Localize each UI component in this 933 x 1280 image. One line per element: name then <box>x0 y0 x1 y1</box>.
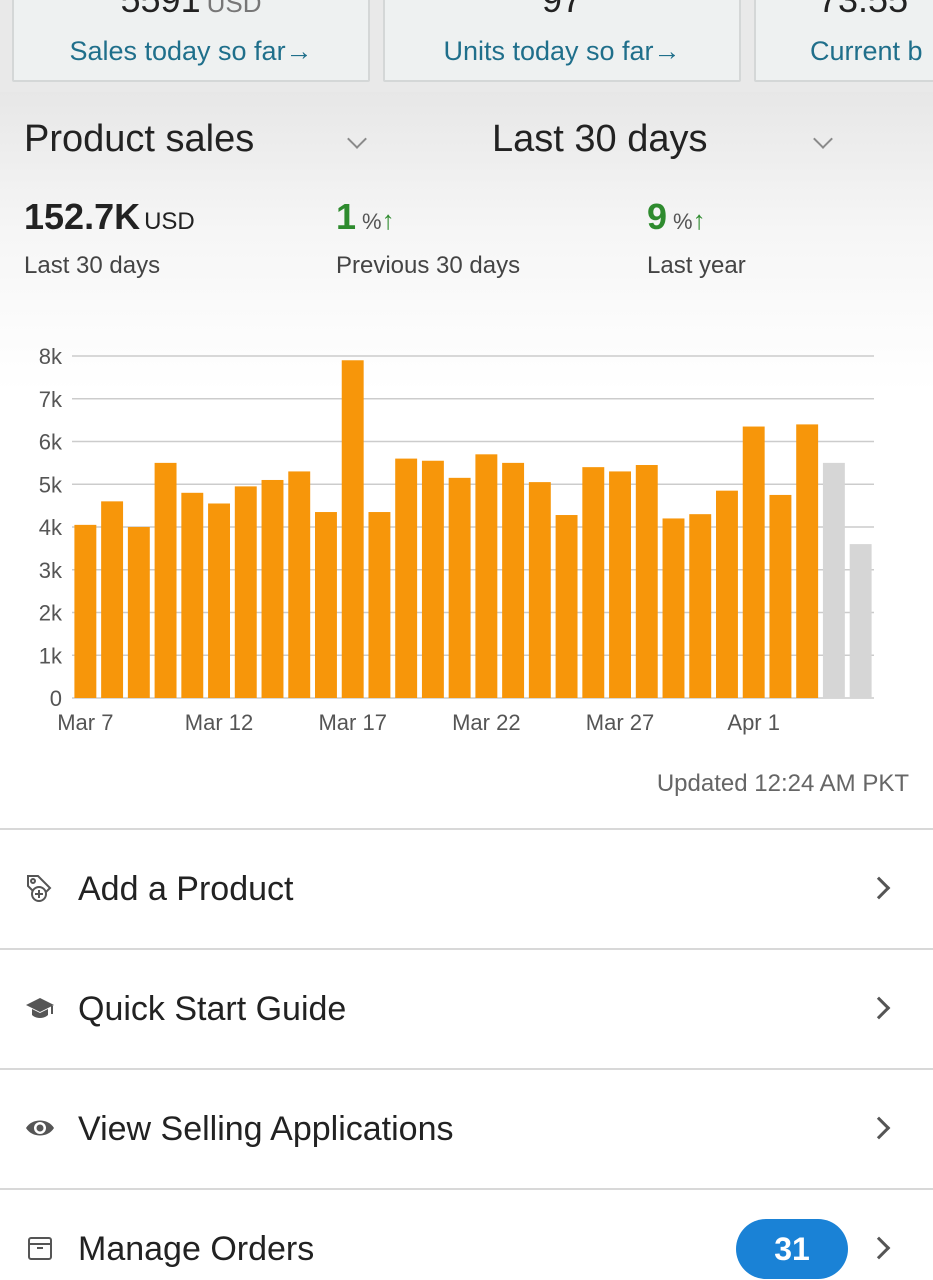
menu-item-label: Quick Start Guide <box>78 990 347 1028</box>
period-selector[interactable]: Last 30 days <box>492 118 708 160</box>
y-tick-label: 7k <box>39 387 63 412</box>
chart-bar <box>74 524 97 698</box>
last-year-label: Last year <box>647 252 746 279</box>
chart-bar <box>101 501 124 698</box>
y-tick-label: 4k <box>39 515 63 540</box>
total-sales-value: 152.7K <box>24 196 141 237</box>
menu-item-manage-orders[interactable]: Manage Orders 31 <box>0 1188 933 1280</box>
chart-bar <box>181 492 204 698</box>
previous-change-value: 1 <box>336 196 357 237</box>
units-today-card[interactable]: 97 Units today so far→ <box>383 0 741 82</box>
menu-item-label: View Selling Applications <box>78 1110 454 1148</box>
action-menu: Add a Product Quick Start Guide View Sel… <box>0 828 933 1280</box>
chart-bar <box>849 544 872 698</box>
chart-bar <box>742 426 765 698</box>
chart-bar <box>635 465 658 698</box>
chevron-right-icon <box>867 1116 891 1140</box>
chevron-down-icon[interactable] <box>347 129 367 149</box>
chart-bar <box>315 512 337 698</box>
chart-bar <box>609 471 631 698</box>
arrow-up-icon: ↑ <box>381 205 395 235</box>
sales-today-link[interactable]: Sales today so far→ <box>69 36 313 66</box>
chart-bar <box>288 471 311 698</box>
x-tick-label: Mar 22 <box>452 710 520 735</box>
orders-count-badge: 31 <box>736 1219 848 1279</box>
chart-bar <box>582 467 605 698</box>
product-sales-panel: Product sales Last 30 days 152.7K USD Las… <box>0 92 933 808</box>
sales-today-card[interactable]: 5591USD Sales today so far→ <box>12 0 370 82</box>
updated-timestamp: Updated 12:24 AM PKT <box>656 770 909 797</box>
chart-bar <box>769 494 792 698</box>
chart-bar <box>716 490 738 698</box>
chart-bar <box>555 515 578 698</box>
chart-bar <box>234 486 257 698</box>
eye-icon <box>26 1120 54 1136</box>
sales-bar-chart: 0 1k 2k 3k 4k 5k 6k 7k 8k Mar 7 Mar 12 Mar 17 Mar 22… <box>39 344 874 735</box>
chevron-down-icon[interactable] <box>813 129 833 149</box>
previous-period-label: Previous 30 days <box>336 252 521 279</box>
units-today-value: 97 <box>385 0 739 18</box>
chart-bar <box>421 460 444 698</box>
total-sales-metric: 152.7K USD Last 30 days <box>24 196 195 280</box>
chart-bar <box>662 518 685 698</box>
menu-item-quick-start[interactable]: Quick Start Guide <box>0 948 933 1068</box>
x-tick-label: Mar 12 <box>185 710 253 735</box>
menu-item-add-product[interactable]: Add a Product <box>0 828 933 948</box>
graduation-cap-icon <box>26 998 54 1018</box>
total-sales-unit: USD <box>144 208 195 235</box>
menu-item-selling-applications[interactable]: View Selling Applications <box>0 1068 933 1188</box>
chart-bar <box>689 514 712 698</box>
chart-bar <box>261 479 284 698</box>
total-sales-label: Last 30 days <box>24 252 161 279</box>
x-tick-label: Mar 7 <box>57 710 113 735</box>
previous-period-metric: 1 %↑ Previous 30 days <box>336 196 521 279</box>
sales-today-value: 5591USD <box>121 0 262 18</box>
box-icon <box>28 1237 52 1260</box>
top-summary-cards: 5591USD Sales today so far→ 97 Units tod… <box>0 0 933 92</box>
chart-bar <box>475 454 498 698</box>
last-year-change-value: 9 <box>647 196 668 237</box>
chart-bar <box>528 482 551 698</box>
current-balance-card[interactable]: 73.55 Current b <box>754 0 933 82</box>
chart-bar <box>395 458 418 698</box>
y-tick-label: 1k <box>39 643 63 668</box>
chart-bar <box>448 477 471 698</box>
chart-bar <box>796 424 819 698</box>
chart-bar <box>502 462 525 698</box>
y-tick-label: 3k <box>39 558 63 583</box>
menu-item-label: Manage Orders <box>78 1230 315 1268</box>
chart-bar <box>154 462 177 698</box>
y-tick-label: 2k <box>39 601 63 626</box>
y-tick-label: 8k <box>39 344 63 369</box>
metric-selector[interactable]: Product sales <box>24 118 255 160</box>
x-tick-label: Mar 27 <box>586 710 654 735</box>
x-tick-label: Apr 1 <box>727 710 780 735</box>
chart-bar <box>208 503 230 698</box>
last-year-metric: 9 %↑ Last year <box>647 196 746 279</box>
current-balance-link[interactable]: Current b <box>810 36 923 66</box>
y-tick-label: 5k <box>39 472 63 497</box>
chevron-right-icon <box>867 996 891 1020</box>
units-today-link[interactable]: Units today so far→ <box>443 36 681 66</box>
chart-bar <box>368 512 391 698</box>
chart-bar <box>822 462 845 698</box>
y-tick-label: 6k <box>39 430 63 455</box>
chart-bar <box>341 360 364 698</box>
menu-item-label: Add a Product <box>78 870 294 908</box>
x-tick-label: Mar 17 <box>318 710 386 735</box>
chevron-right-icon <box>867 1236 891 1260</box>
chevron-right-icon <box>867 876 891 900</box>
y-tick-label: 0 <box>50 686 62 711</box>
current-balance-value: 73.55 <box>756 0 933 18</box>
arrow-up-icon: ↑ <box>692 205 706 235</box>
tag-plus-icon <box>27 875 52 902</box>
chart-bar <box>127 527 150 698</box>
